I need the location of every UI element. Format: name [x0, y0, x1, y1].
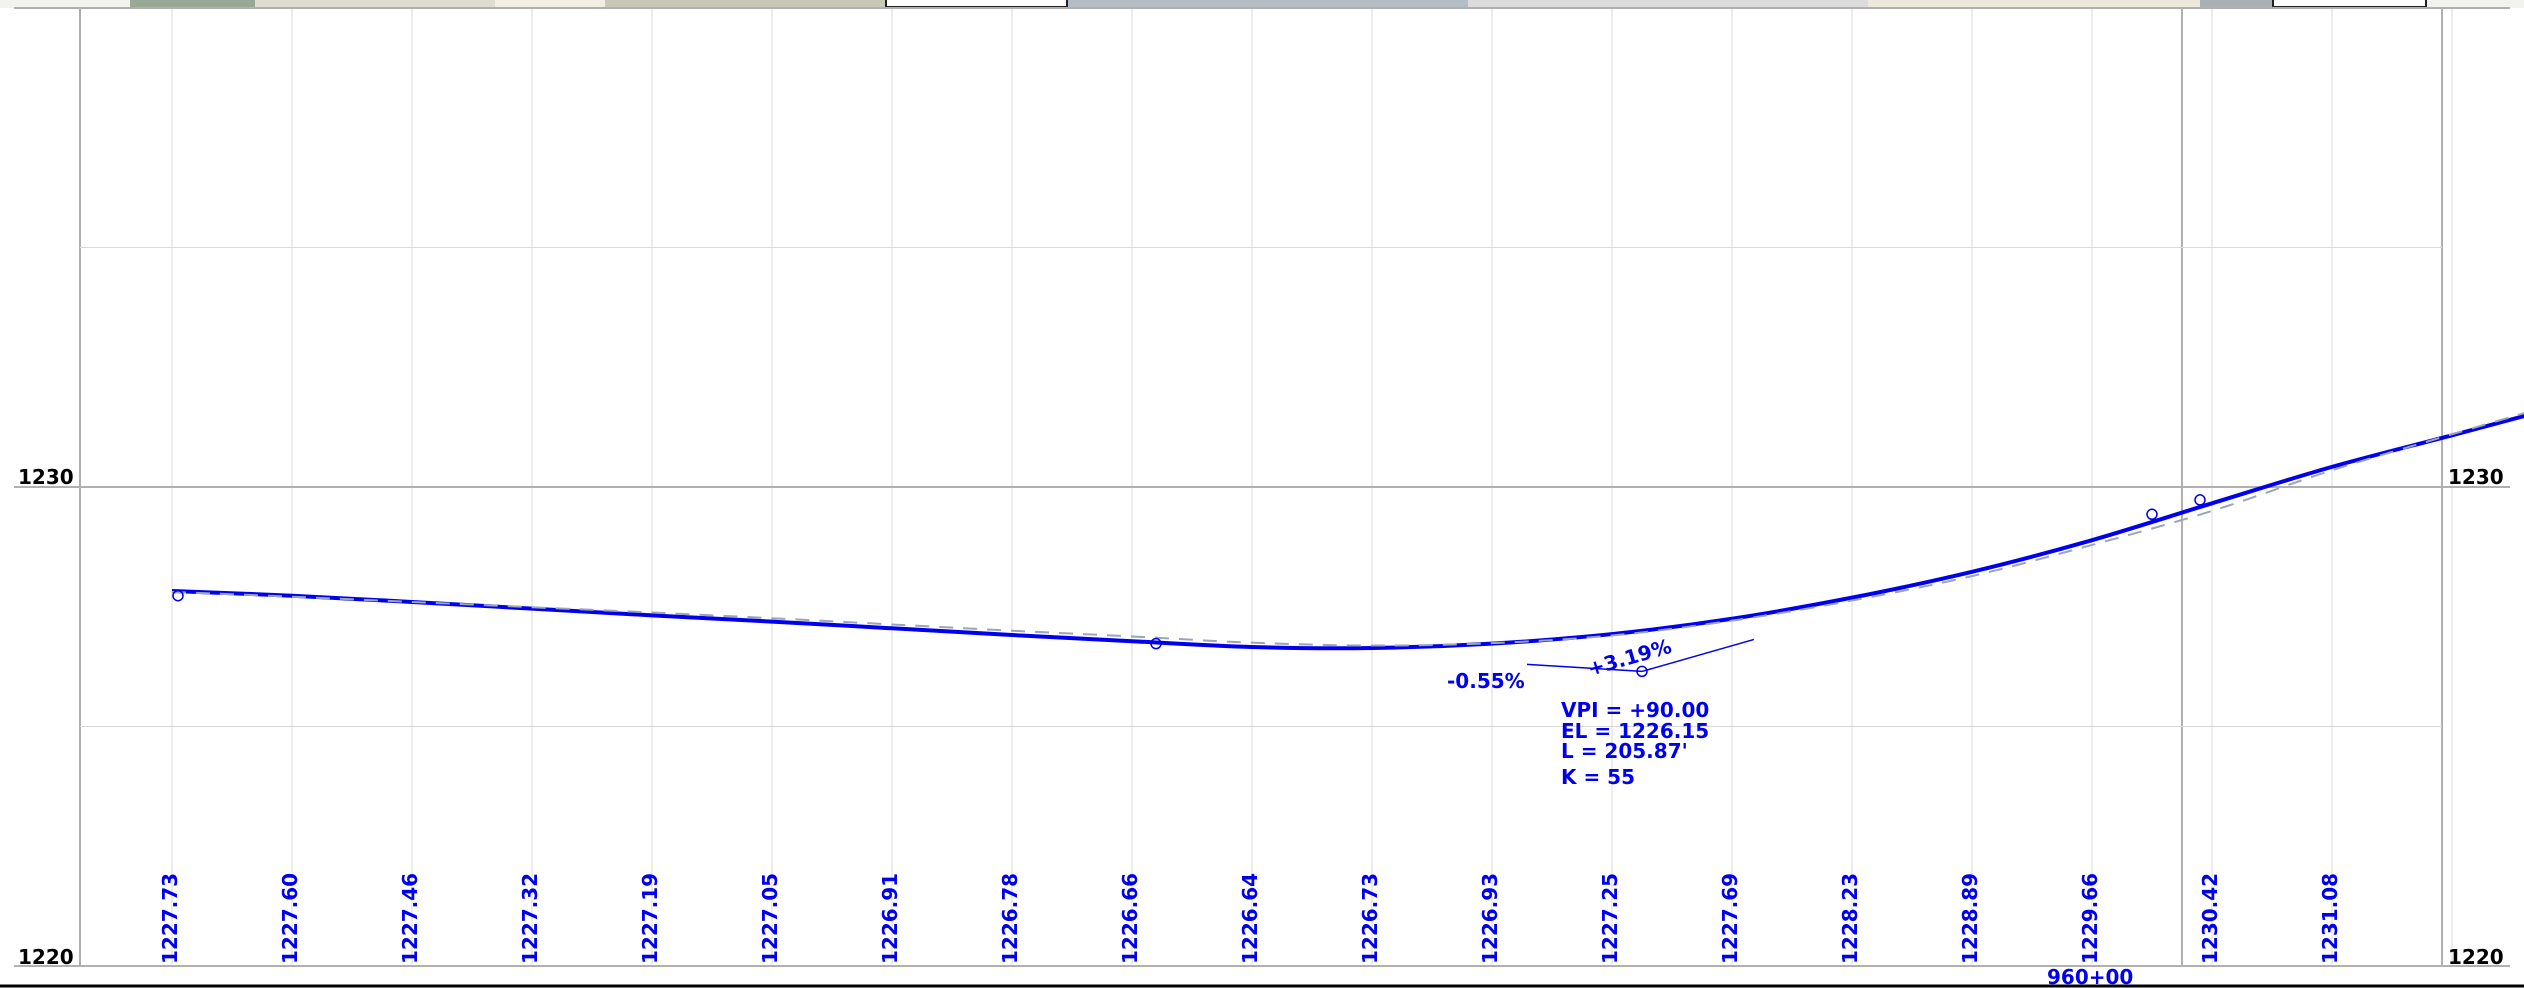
station-elevation-label: 1227.46 — [398, 873, 422, 964]
station-elevation-label: 1230.42 — [2198, 873, 2222, 964]
station-elevation-label: 1226.66 — [1118, 873, 1142, 964]
thumbnail[interactable] — [130, 0, 255, 8]
thumbnail[interactable] — [255, 0, 495, 8]
station-elevation-label: 1226.78 — [998, 873, 1022, 964]
station-elevation-label: 1226.73 — [1358, 873, 1382, 964]
profile-point — [1150, 637, 1162, 650]
station-elevation-label: 1226.93 — [1478, 873, 1502, 964]
station-elevation-label: 1231.08 — [2318, 873, 2342, 964]
station-elevation-label: 1227.05 — [758, 873, 782, 964]
station-label: 960+00 — [2047, 965, 2133, 988]
axes: 1230 1230 1220 1220 — [18, 465, 2504, 969]
grade-out-leg — [1641, 638, 1755, 673]
vpi-length: L = 205.87' — [1561, 739, 1688, 763]
station-elevation-label: 1228.23 — [1838, 873, 1862, 964]
station-elevation-label: 1227.19 — [638, 873, 662, 964]
profile-point — [2146, 508, 2158, 521]
station-elevation-label: 1227.32 — [518, 873, 542, 964]
station-elevation-label: 1226.91 — [878, 873, 902, 964]
station-elevation-label: 1228.89 — [1958, 873, 1982, 964]
profile-point — [2194, 494, 2206, 506]
station-elevation-label: 1229.66 — [2078, 873, 2102, 964]
existing-ground-line — [171, 412, 2524, 647]
elevation-label-1230-left: 1230 — [18, 465, 74, 489]
thumbnail[interactable] — [1068, 0, 1468, 8]
grade-in-leg — [1526, 663, 1643, 673]
thumbnail[interactable] — [2200, 0, 2272, 8]
station-elevation-label: 1227.69 — [1718, 873, 1742, 964]
vpi-point — [1636, 665, 1648, 678]
station-elevation-label: 1226.64 — [1238, 873, 1262, 964]
elevation-label-1230-right: 1230 — [2448, 465, 2504, 489]
thumbnail[interactable] — [605, 0, 885, 8]
station-elevation-label: 1227.60 — [278, 873, 302, 964]
grid — [0, 7, 2524, 988]
thumbnail[interactable] — [2427, 0, 2524, 8]
thumbnail[interactable] — [495, 0, 605, 8]
vpi-k-value: K = 55 — [1561, 765, 1635, 789]
station-elevation-label: 1227.73 — [158, 873, 182, 964]
grade-out-label: +3.19% — [1585, 634, 1674, 681]
grade-in-label: -0.55% — [1447, 669, 1525, 693]
thumbnail[interactable] — [0, 0, 130, 8]
vpi-elevation: EL = 1226.15 — [1561, 719, 1709, 743]
profile-series — [171, 412, 2524, 651]
proposed-profile-line — [171, 414, 2524, 651]
elevation-label-1220-right: 1220 — [2448, 945, 2504, 969]
thumbnail[interactable] — [1468, 0, 1868, 8]
vpi-station: VPI = +90.00 — [1561, 698, 1709, 722]
vpi-annotation: -0.55% +3.19% VPI = +90.00 EL = 1226.15 … — [1447, 634, 1755, 789]
elevation-label-1220-left: 1220 — [18, 945, 74, 969]
profile-points — [172, 494, 2206, 650]
station-elevation-label: 1227.25 — [1598, 873, 1622, 964]
thumbnail[interactable] — [1868, 0, 2200, 8]
profile-point — [172, 589, 184, 602]
station-elevation-labels: 1227.73 1227.60 1227.46 1227.32 1227.19 1227.… — [158, 873, 2342, 964]
